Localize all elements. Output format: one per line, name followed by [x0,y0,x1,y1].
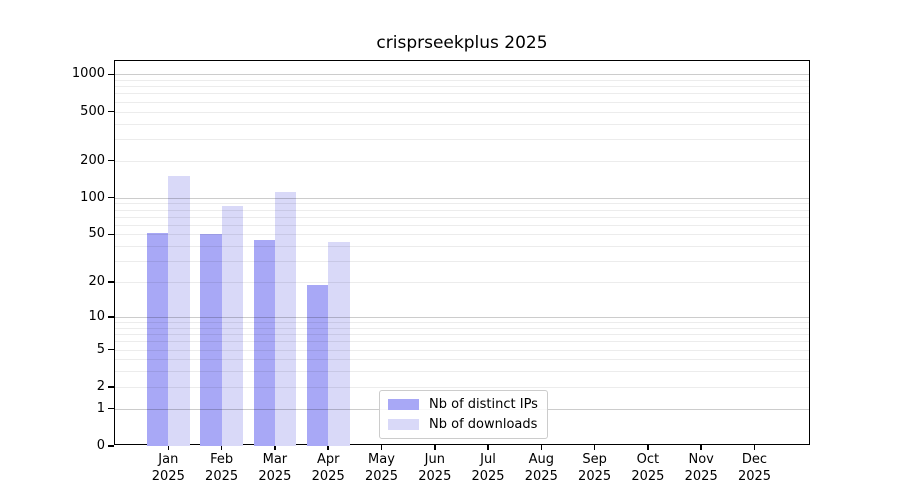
x-tick-mark-jul [487,444,489,450]
gridline-minor-30 [115,261,809,263]
gridline-major-10 [115,317,809,318]
bar-nb-of-distinct-ips-jan [146,233,169,446]
y-tick-mark-200 [108,159,114,162]
legend-entry-nb-of-downloads: Nb of downloads [388,416,538,433]
bar-nb-of-distinct-ips-feb [200,234,222,446]
gridline-minor-900 [115,79,809,81]
y-tick-label-100: 100 [80,189,105,205]
y-tick-label-200: 200 [80,152,105,168]
y-tick-mark-50 [108,233,114,236]
x-tick-mark-mar [274,444,276,450]
x-tick-mark-aug [540,444,543,450]
y-tick-mark-10 [108,316,114,318]
gridline-minor-20 [115,282,809,284]
gridline-minor-3 [115,371,809,373]
x-tick-label-sep: Sep 2025 [578,452,612,484]
legend: Nb of distinct IPs Nb of downloads [379,390,548,439]
y-tick-label-10: 10 [88,309,105,324]
bar-nb-of-downloads-apr [328,242,350,446]
y-tick-label-1: 1 [96,400,105,416]
gridline-minor-50 [115,234,809,236]
x-tick-mark-nov [700,444,702,450]
x-tick-label-nov: Nov 2025 [684,452,718,484]
y-tick-label-0: 0 [96,438,105,453]
gridline-minor-4 [115,359,809,361]
gridline-minor-5 [115,349,809,351]
gridline-minor-90 [115,203,809,205]
gridline-minor-9 [115,322,809,324]
x-tick-label-dec: Dec 2025 [737,452,772,484]
x-tick-mark-sep [593,444,596,450]
y-tick-label-1000: 1000 [71,66,105,82]
bar-nb-of-downloads-mar [274,192,297,446]
y-tick-mark-2 [108,386,114,388]
x-tick-mark-oct [647,444,649,450]
gridline-minor-200 [115,160,809,162]
plot-area: 0 1 2 5 10 20 50 100 200 500 1000 Jan 2025 Feb 2025 M… [72,60,810,484]
gridline-minor-800 [115,86,809,88]
gridline-minor-6 [115,341,809,343]
x-tick-label-jan: Jan 2025 [151,452,185,484]
legend-label-nb-of-distinct-ips: Nb of distinct IPs [429,397,538,412]
gridline-minor-40 [115,246,809,248]
x-tick-label-aug: Aug 2025 [524,452,558,484]
x-tick-label-mar: Mar 2025 [258,452,292,484]
bar-nb-of-downloads-feb [221,206,243,446]
y-tick-mark-5 [108,348,114,351]
y-tick-mark-100 [108,196,114,199]
gridline-minor-60 [115,224,809,226]
gridline-minor-70 [115,216,809,218]
x-tick-label-jun: Jun 2025 [418,452,452,484]
gridline-minor-2 [115,386,809,388]
bar-nb-of-distinct-ips-apr [306,284,329,446]
x-tick-label-feb: Feb 2025 [205,452,239,484]
y-tick-mark-0 [108,445,114,447]
gridline-minor-7 [115,334,809,336]
y-tick-mark-1000 [108,73,114,76]
y-tick-label-50: 50 [88,226,105,242]
y-tick-label-2: 2 [96,378,105,394]
y-tick-label-20: 20 [88,274,105,290]
gridline-minor-600 [115,101,809,103]
gridline-minor-8 [115,327,809,329]
y-tick-label-5: 5 [96,341,105,357]
x-tick-label-oct: Oct 2025 [631,452,665,484]
legend-entry-nb-of-distinct-ips: Nb of distinct IPs [388,396,538,413]
legend-label-nb-of-downloads: Nb of downloads [429,417,538,432]
bar-nb-of-distinct-ips-mar [253,240,275,446]
legend-swatch-nb-of-downloads [388,419,419,430]
x-tick-label-may: May 2025 [364,452,399,484]
gridline-major-1000 [115,74,809,76]
gridline-minor-80 [115,209,809,211]
gridline-minor-300 [115,138,809,140]
x-tick-mark-apr [327,444,329,450]
x-tick-mark-dec [753,444,756,450]
y-tick-mark-500 [108,110,114,113]
bar-nb-of-downloads-jan [168,176,190,446]
gridline-minor-500 [115,111,809,113]
x-tick-mark-jan [167,444,170,450]
gridline-major-100 [115,197,809,199]
y-tick-label-500: 500 [80,103,105,119]
y-tick-mark-1 [108,407,114,410]
x-tick-label-jul: Jul 2025 [471,452,505,484]
x-tick-mark-may [380,444,383,450]
legend-swatch-nb-of-distinct-ips [388,399,419,410]
x-tick-label-apr: Apr 2025 [311,452,345,484]
gridline-minor-700 [115,93,809,95]
gridline-minor-400 [115,123,809,125]
chart-title: crisprseekplus 2025 [376,33,548,53]
x-tick-mark-feb [220,444,223,450]
x-tick-mark-jun [434,444,436,450]
y-tick-mark-20 [108,281,114,283]
